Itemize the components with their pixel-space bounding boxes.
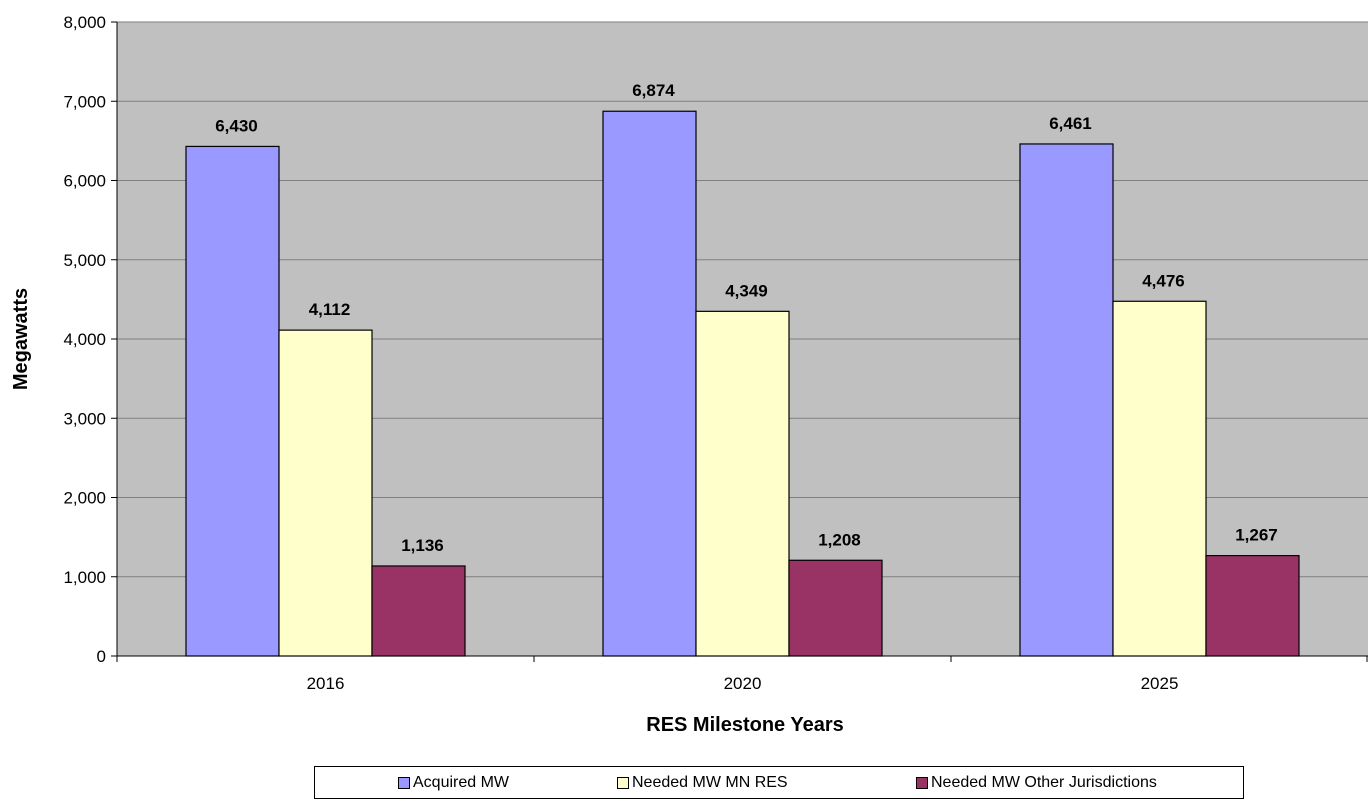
bar (788, 559, 883, 657)
y-tick-label: 8,000 (63, 13, 106, 32)
y-tick-label: 0 (97, 647, 106, 666)
x-tick-label: 2016 (307, 674, 345, 693)
bar (185, 145, 280, 657)
legend-label: Acquired MW (413, 774, 510, 791)
data-label: 6,430 (215, 116, 258, 135)
bar (602, 110, 697, 657)
chart-legend: Acquired MW Needed MW MN RES Needed MW O… (314, 766, 1244, 799)
legend-item-needed-other: Needed MW Other Jurisdictions (916, 774, 1157, 792)
y-tick-label: 4,000 (63, 330, 106, 349)
legend-item-acquired: Acquired MW (398, 774, 509, 792)
bar (695, 310, 790, 657)
bar (1019, 143, 1114, 657)
legend-swatch (398, 777, 410, 789)
y-axis-title: Megawatts (10, 288, 32, 390)
bar (278, 329, 373, 657)
legend-swatch (916, 777, 928, 789)
y-tick-label: 6,000 (63, 172, 106, 191)
data-label: 4,349 (725, 281, 768, 300)
bar (1205, 554, 1300, 657)
x-tick-label: 2020 (724, 674, 762, 693)
y-tick-label: 2,000 (63, 489, 106, 508)
y-tick-label: 5,000 (63, 251, 106, 270)
y-tick-label: 1,000 (63, 568, 106, 587)
y-tick-label: 3,000 (63, 409, 106, 428)
legend-label: Needed MW Other Jurisdictions (931, 774, 1157, 791)
legend-swatch (617, 777, 629, 789)
data-label: 1,267 (1235, 526, 1278, 545)
bar (371, 565, 466, 657)
data-label: 6,874 (632, 81, 675, 100)
x-axis-title: RES Milestone Years (646, 714, 844, 736)
data-label: 1,136 (401, 536, 444, 555)
x-tick-label: 2025 (1141, 674, 1179, 693)
legend-label: Needed MW MN RES (632, 774, 788, 791)
y-tick-label: 7,000 (63, 92, 106, 111)
bar (1112, 300, 1207, 657)
data-label: 4,112 (309, 300, 351, 319)
legend-item-needed-mn-res: Needed MW MN RES (617, 774, 788, 792)
data-label: 1,208 (818, 530, 861, 549)
data-label: 6,461 (1049, 114, 1092, 133)
data-label: 4,476 (1142, 271, 1185, 290)
